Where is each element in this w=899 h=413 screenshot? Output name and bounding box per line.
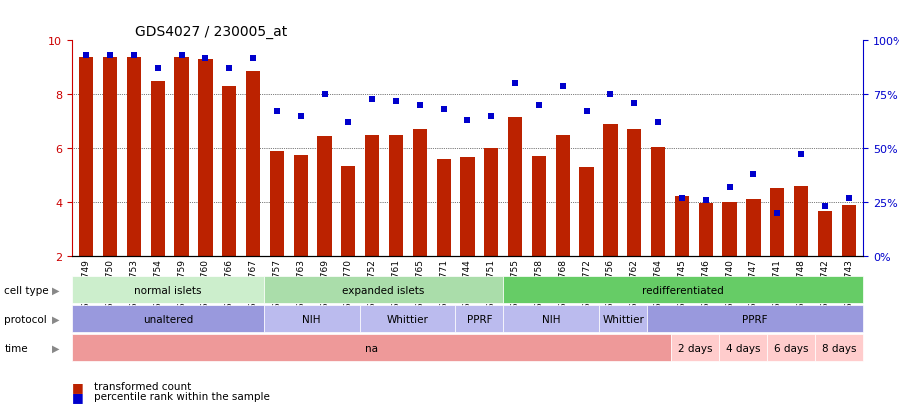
Bar <box>556 135 570 256</box>
Bar <box>222 87 236 256</box>
Text: ▶: ▶ <box>52 314 59 324</box>
Text: ▶: ▶ <box>52 343 59 353</box>
Bar <box>79 57 93 256</box>
Bar <box>460 158 475 256</box>
Bar <box>127 57 141 256</box>
Bar <box>580 168 593 256</box>
Text: percentile rank within the sample: percentile rank within the sample <box>94 392 271 401</box>
Bar <box>342 166 355 256</box>
Bar <box>603 124 618 256</box>
Bar <box>746 199 761 256</box>
Text: PPRF: PPRF <box>467 314 493 324</box>
Text: 8 days: 8 days <box>822 343 857 353</box>
Text: NIH: NIH <box>542 314 561 324</box>
Bar <box>508 118 522 256</box>
Bar <box>317 137 332 256</box>
Text: expanded islets: expanded islets <box>343 285 424 295</box>
Bar <box>270 151 284 256</box>
Bar <box>437 159 450 256</box>
Text: ■: ■ <box>72 380 84 393</box>
Text: Whittier: Whittier <box>602 314 645 324</box>
Text: 2 days: 2 days <box>678 343 713 353</box>
Text: normal islets: normal islets <box>134 285 201 295</box>
Text: NIH: NIH <box>302 314 321 324</box>
Bar <box>699 204 713 256</box>
Text: cell type: cell type <box>4 285 49 295</box>
Bar <box>198 60 212 256</box>
Text: na: na <box>365 343 378 353</box>
Text: protocol: protocol <box>4 314 48 324</box>
Text: 6 days: 6 days <box>774 343 808 353</box>
Bar <box>389 135 403 256</box>
Bar <box>628 130 641 256</box>
Text: transformed count: transformed count <box>94 381 191 391</box>
Bar <box>723 202 737 256</box>
Text: Whittier: Whittier <box>387 314 429 324</box>
Bar <box>841 205 856 256</box>
Bar <box>675 197 690 256</box>
Text: PPRF: PPRF <box>743 314 768 324</box>
Bar <box>651 147 665 256</box>
Text: time: time <box>4 343 28 353</box>
Bar <box>485 149 498 256</box>
Bar <box>102 57 117 256</box>
Bar <box>794 186 808 256</box>
Text: ■: ■ <box>72 390 84 403</box>
Text: redifferentiated: redifferentiated <box>643 285 724 295</box>
Bar <box>174 57 189 256</box>
Text: GDS4027 / 230005_at: GDS4027 / 230005_at <box>135 25 288 39</box>
Bar <box>245 72 260 256</box>
Bar <box>365 135 379 256</box>
Bar <box>532 157 546 256</box>
Text: unaltered: unaltered <box>143 314 193 324</box>
Text: ▶: ▶ <box>52 285 59 295</box>
Bar <box>818 212 832 256</box>
Bar <box>150 81 165 256</box>
Bar <box>770 189 785 256</box>
Bar <box>413 130 427 256</box>
Text: 4 days: 4 days <box>725 343 761 353</box>
Bar <box>294 155 307 256</box>
